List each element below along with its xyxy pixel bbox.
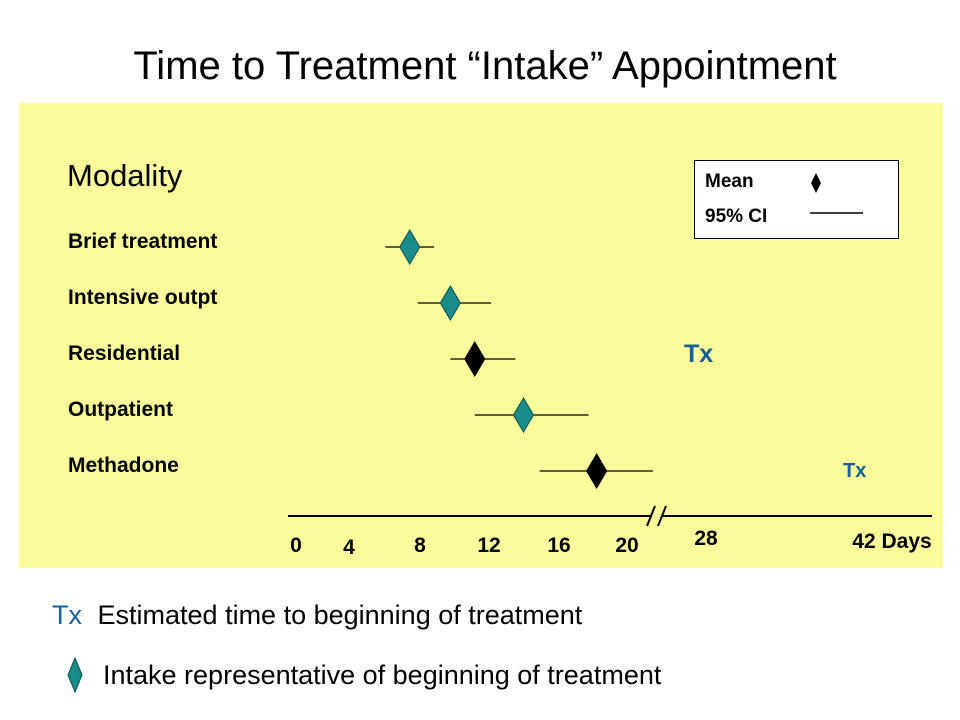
x-tick-label-3: 12 — [477, 534, 501, 557]
x-tick-label-4: 16 — [547, 534, 571, 557]
row-marks — [385, 229, 653, 489]
axis-break-mark-2 — [657, 505, 667, 527]
mean-diamond-1 — [439, 285, 461, 321]
chart-title: Time to Treatment “Intake” Appointment — [133, 44, 837, 88]
mean-diamond-2 — [464, 341, 486, 377]
row-heading: Modality — [67, 158, 183, 193]
x-tick-label-7: 42 Days — [852, 530, 932, 553]
row-label-intensive-outpt: Intensive outpt — [68, 286, 218, 309]
tx-annotation-mid: Tx — [684, 340, 714, 368]
legend: Mean 95% CI — [694, 160, 899, 239]
footer-diamond-text: Intake representative of beginning of tr… — [103, 660, 662, 690]
mean-diamond-3 — [512, 397, 535, 433]
footer-tx-row: Tx Estimated time to beginning of treatm… — [52, 600, 582, 631]
row-label-brief-treatment: Brief treatment — [68, 230, 218, 253]
axis-break-mark-1 — [646, 505, 656, 527]
x-tick-label-0: 0 — [290, 534, 302, 557]
x-tick-label-2: 8 — [414, 534, 426, 557]
x-tick-label-5: 20 — [615, 534, 639, 557]
footer-tx-text: Estimated time to beginning of treatment — [97, 600, 583, 630]
footer-diamond-icon — [67, 656, 83, 694]
x-tick-label-1: 4 — [343, 536, 355, 559]
footer-tx-symbol: Tx — [52, 600, 82, 630]
row-label-outpatient: Outpatient — [68, 398, 173, 421]
row-label-methadone: Methadone — [68, 454, 179, 477]
legend-ci-label: 95% CI — [705, 206, 768, 227]
legend-mean-diamond-icon — [811, 173, 821, 193]
legend-mean-label: Mean — [705, 171, 754, 192]
row-label-residential: Residential — [68, 342, 181, 365]
x-tick-label-6: 28 — [694, 527, 718, 550]
mean-diamond-0 — [399, 229, 421, 265]
mean-diamond-4 — [586, 453, 608, 489]
tx-annotation-right: Tx — [843, 460, 867, 482]
